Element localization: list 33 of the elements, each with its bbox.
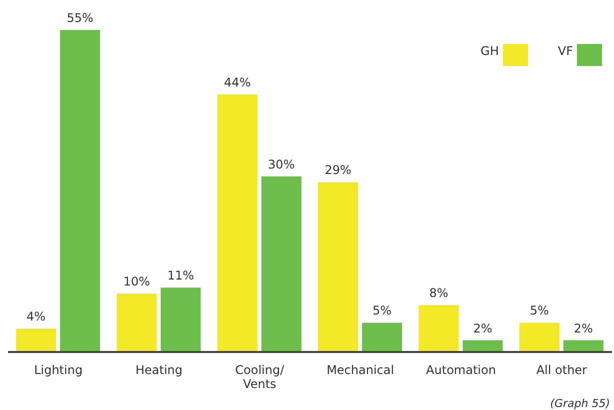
- legend-label: GH: [480, 44, 499, 58]
- bar: [261, 176, 302, 352]
- x-tick-label: Cooling/ Vents: [235, 363, 286, 391]
- legend-label: VF: [558, 44, 573, 58]
- bar: [462, 340, 503, 352]
- bar: [160, 288, 201, 352]
- bar: [563, 340, 604, 352]
- bar: [116, 293, 157, 352]
- x-tick-label: Heating: [135, 363, 183, 377]
- bar: [418, 305, 459, 352]
- bar: [318, 182, 358, 352]
- data-label: 2%: [574, 321, 593, 336]
- bar: [16, 328, 56, 352]
- bar: [362, 322, 402, 352]
- data-label: 55%: [66, 11, 94, 25]
- x-tick-label: Mechanical: [326, 363, 394, 377]
- data-label: 30%: [268, 157, 295, 172]
- bar: [60, 30, 100, 352]
- data-label: 10%: [123, 274, 150, 288]
- text: (Graph 55): [550, 397, 610, 410]
- data-label: 29%: [324, 163, 352, 178]
- data-label: 5%: [372, 304, 392, 318]
- data-label: 4%: [26, 310, 46, 324]
- data-label: 8%: [429, 286, 448, 300]
- data-label: 5%: [530, 304, 549, 318]
- bar: [217, 94, 258, 352]
- x-tick-label: All other: [536, 363, 588, 377]
- data-label: 11%: [167, 268, 194, 283]
- data-label: 44%: [224, 75, 251, 90]
- data-label: 2%: [473, 321, 492, 336]
- bar: [519, 322, 560, 352]
- x-tick-label: Lighting: [34, 363, 83, 377]
- x-tick-label: Automation: [426, 363, 496, 377]
